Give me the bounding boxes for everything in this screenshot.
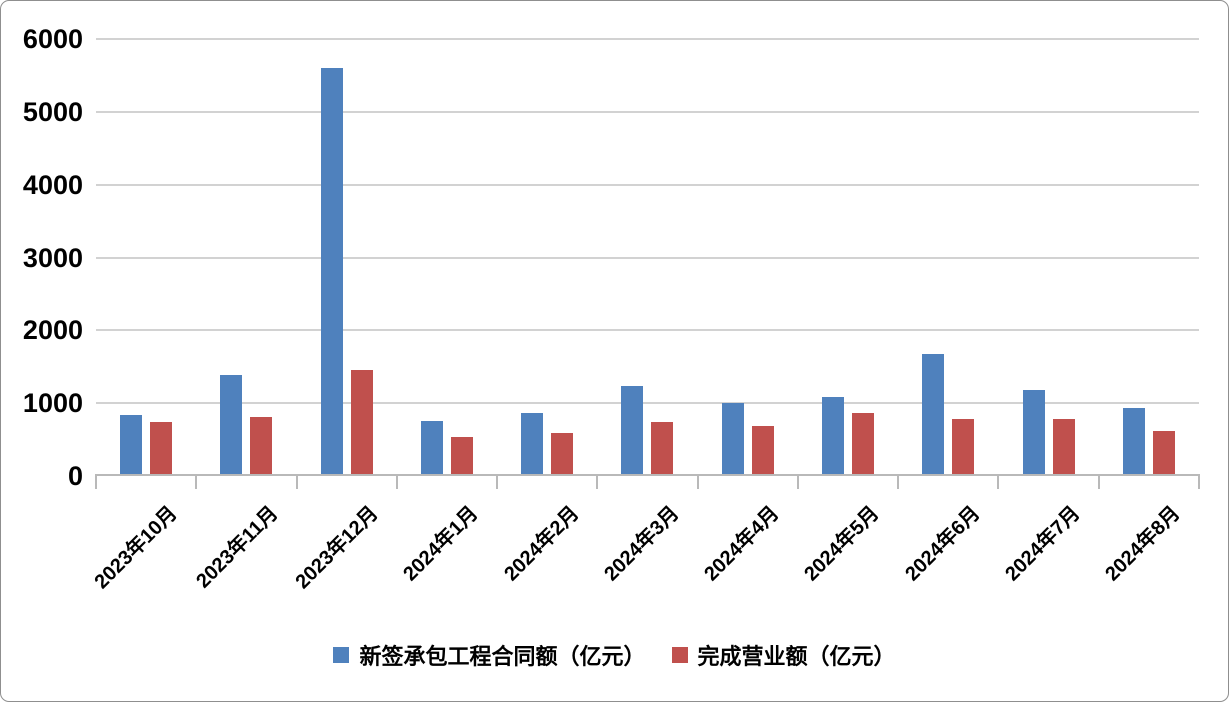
x-tick-label: 2024年2月 [499, 502, 584, 586]
x-axis-line [96, 474, 1199, 476]
plot-area [96, 38, 1199, 476]
bar-group [96, 39, 196, 476]
bar-revenue [851, 412, 874, 476]
x-label-cell: 2024年6月 [898, 488, 998, 628]
bar-revenue [952, 419, 975, 476]
x-tick-label: 2024年5月 [800, 502, 884, 586]
y-tick-label: 6000 [22, 24, 83, 54]
bar-revenue [250, 417, 273, 476]
gridline [96, 256, 1199, 259]
bar-group [497, 39, 597, 476]
bar-group [597, 39, 697, 476]
y-tick-label: 2000 [22, 315, 83, 346]
bar-contracts [420, 420, 443, 476]
y-tick-label: 3000 [22, 242, 83, 273]
bar-revenue [1152, 430, 1175, 476]
x-label-cell: 2024年1月 [397, 488, 497, 628]
legend-label-contracts: 新签承包工程合同额（亿元） [359, 644, 646, 669]
x-tick-label: 2023年11月 [191, 502, 283, 593]
x-tick-label: 2024年7月 [1001, 502, 1085, 586]
x-label-cell: 2024年4月 [698, 488, 798, 628]
bar-groups [96, 39, 1199, 476]
x-label-cell: 2023年11月 [192, 488, 296, 628]
y-axis-labels: 0 1000 2000 3000 4000 5000 6000 [1, 25, 83, 490]
bar-contracts [821, 397, 844, 476]
x-tick-label: 2024年8月 [1101, 502, 1185, 586]
x-tick-label: 2023年12月 [291, 502, 383, 594]
x-label-cell: 2024年3月 [597, 488, 697, 628]
x-tick [796, 474, 799, 489]
bar-contracts [120, 414, 143, 476]
bar-group [698, 39, 798, 476]
y-tick-label: 4000 [22, 169, 83, 200]
bar-group [798, 39, 898, 476]
bar-group [297, 39, 397, 476]
bar-contracts [721, 403, 744, 476]
x-tick-label: 2023年10月 [90, 502, 182, 594]
bar-group [998, 39, 1098, 476]
gridline [96, 38, 1199, 40]
bar-revenue [450, 437, 473, 476]
x-tick-label: 2024年6月 [900, 502, 985, 586]
x-tick [295, 474, 298, 489]
bar-contracts [220, 374, 243, 476]
bar-revenue [751, 426, 774, 476]
x-tick [1198, 474, 1200, 489]
x-axis-ticks [95, 474, 1200, 489]
bar-group [898, 39, 998, 476]
legend: 新签承包工程合同额（亿元） 完成营业额（亿元） [1, 639, 1228, 671]
x-tick [997, 474, 1000, 489]
x-axis-labels: 2023年10月 2023年11月 2023年12月 2024年1月 2024年2月 20… [91, 488, 1199, 628]
bar-group [196, 39, 296, 476]
x-label-cell: 2023年10月 [91, 488, 196, 628]
bar-group [1099, 39, 1199, 476]
x-tick [596, 474, 599, 489]
x-label-cell: 2024年2月 [497, 488, 597, 628]
legend-swatch-revenue-icon [671, 647, 688, 663]
bar-contracts [521, 412, 544, 476]
y-tick-label: 5000 [22, 96, 83, 127]
x-tick [1097, 474, 1100, 489]
x-tick [395, 474, 398, 489]
gridline [96, 402, 1199, 405]
bar-contracts [922, 353, 945, 476]
x-label-cell: 2024年7月 [998, 488, 1098, 628]
bar-revenue [551, 433, 574, 476]
bar-contracts [1122, 407, 1145, 476]
x-tick [696, 474, 699, 489]
bar-revenue [350, 370, 373, 476]
bar-revenue [651, 422, 674, 476]
y-tick-label: 0 [67, 461, 83, 491]
legend-label-revenue: 完成营业额（亿元） [697, 644, 896, 669]
x-tick [496, 474, 499, 489]
bar-contracts [621, 386, 644, 476]
x-label-cell: 2024年8月 [1099, 488, 1199, 628]
gridline [96, 183, 1199, 186]
legend-swatch-contracts-icon [333, 647, 350, 663]
bar-contracts [320, 68, 343, 476]
x-tick [195, 474, 198, 489]
x-tick-label: 2024年1月 [399, 502, 483, 586]
x-tick-label: 2024年4月 [700, 502, 784, 586]
x-tick [95, 474, 97, 489]
bar-group [397, 39, 497, 476]
x-tick-label: 2024年3月 [600, 502, 684, 586]
gridline [96, 329, 1199, 332]
bar-revenue [1052, 419, 1075, 476]
x-label-cell: 2024年5月 [798, 488, 898, 628]
gridline [96, 110, 1199, 113]
y-tick-label: 1000 [22, 388, 83, 419]
bar-contracts [1022, 390, 1045, 476]
bar-revenue [150, 422, 173, 476]
x-tick [897, 474, 900, 489]
x-label-cell: 2023年12月 [291, 488, 397, 628]
